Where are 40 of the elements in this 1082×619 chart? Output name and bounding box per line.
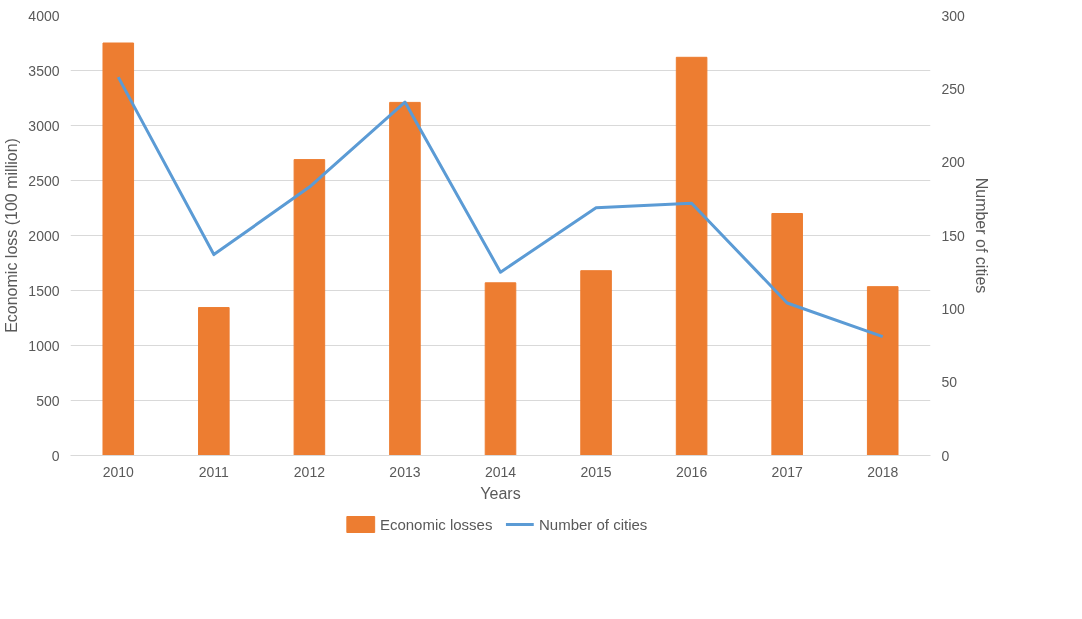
legend-label: Economic losses [379,516,493,533]
y2-tick-label: 50 [941,374,958,391]
bar [580,270,612,456]
y-axis-title: Economic loss (100 million) [3,138,21,333]
y-tick-label: 500 [36,392,60,409]
x-tick-label: 2012 [293,463,326,480]
x-axis-title: Years [480,484,521,502]
bar [389,101,421,456]
y2-axis-title: Number of cities [972,177,990,294]
bar [293,159,326,456]
y-tick-label: 2500 [28,172,60,189]
bar [866,286,899,456]
x-tick-label: 2016 [676,463,708,480]
legend-label: Number of cities [538,516,648,533]
y2-tick-label: 250 [941,80,966,97]
y-tick-label: 1000 [28,337,60,354]
x-tick-label: 2017 [771,463,803,480]
y2-tick-label: 200 [941,154,966,171]
x-tick-label: 2013 [389,463,421,480]
y-tick-label: 1500 [28,282,60,299]
y2-tick-label: 100 [941,300,966,317]
y-tick-label: 3000 [28,117,60,134]
bar [675,56,708,456]
x-tick-label: 2015 [580,463,612,480]
line-series [116,75,885,339]
y2-tick-label: 300 [941,7,966,24]
bar [771,213,803,456]
x-tick-label: 2011 [198,463,230,480]
x-tick-label: 2010 [102,463,135,480]
y-tick-label: 3500 [28,62,60,79]
bar [102,42,135,456]
y-tick-label: 4000 [28,7,60,24]
y-tick-label: 2000 [28,227,60,244]
y-tick-label: 0 [51,447,60,464]
x-tick-label: 2018 [867,463,899,480]
x-tick-label: 2014 [484,463,517,480]
y2-tick-label: 0 [941,447,950,464]
bar [198,307,230,456]
y2-tick-label: 150 [941,227,966,244]
bar [484,282,517,456]
